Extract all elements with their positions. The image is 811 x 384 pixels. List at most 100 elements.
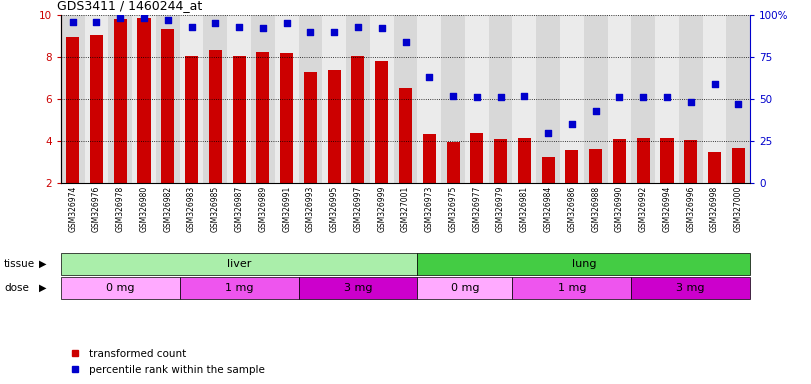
- Bar: [513, 277, 631, 299]
- Bar: [90, 35, 103, 183]
- Bar: [208, 50, 222, 183]
- Bar: [655, 15, 679, 183]
- Text: tissue: tissue: [4, 259, 35, 269]
- Text: 3 mg: 3 mg: [344, 283, 372, 293]
- Bar: [418, 253, 750, 275]
- Point: [138, 15, 151, 22]
- Point: [470, 94, 483, 100]
- Text: 0 mg: 0 mg: [106, 283, 135, 293]
- Text: 1 mg: 1 mg: [558, 283, 586, 293]
- Bar: [423, 134, 436, 183]
- Point: [185, 24, 198, 30]
- Point: [256, 25, 269, 31]
- Point: [423, 74, 436, 80]
- Legend: transformed count, percentile rank within the sample: transformed count, percentile rank withi…: [66, 345, 269, 379]
- Bar: [517, 138, 531, 183]
- Point: [518, 93, 531, 99]
- Bar: [631, 15, 655, 183]
- Bar: [61, 253, 418, 275]
- Bar: [322, 15, 346, 183]
- Point: [328, 29, 341, 35]
- Point: [209, 20, 222, 26]
- Bar: [732, 148, 744, 183]
- Text: GDS3411 / 1460244_at: GDS3411 / 1460244_at: [58, 0, 203, 12]
- Point: [732, 101, 744, 107]
- Bar: [589, 149, 603, 183]
- Bar: [679, 15, 702, 183]
- Bar: [84, 15, 109, 183]
- Bar: [536, 15, 560, 183]
- Text: 0 mg: 0 mg: [451, 283, 479, 293]
- Bar: [441, 15, 465, 183]
- Bar: [494, 139, 507, 183]
- Point: [708, 81, 721, 87]
- Bar: [702, 15, 727, 183]
- Point: [161, 17, 174, 23]
- Point: [494, 94, 507, 100]
- Bar: [375, 61, 388, 183]
- Point: [90, 19, 103, 25]
- Bar: [328, 70, 341, 183]
- Bar: [351, 56, 364, 183]
- Bar: [227, 15, 251, 183]
- Bar: [161, 29, 174, 183]
- Point: [542, 129, 555, 136]
- Bar: [114, 19, 127, 183]
- Bar: [180, 15, 204, 183]
- Bar: [61, 15, 84, 183]
- Text: dose: dose: [4, 283, 29, 293]
- Bar: [132, 15, 156, 183]
- Bar: [708, 152, 721, 183]
- Point: [399, 39, 412, 45]
- Bar: [251, 15, 275, 183]
- Point: [304, 29, 317, 35]
- Point: [351, 24, 364, 30]
- Point: [233, 24, 246, 30]
- Bar: [280, 53, 294, 183]
- Bar: [660, 138, 673, 183]
- Bar: [256, 52, 269, 183]
- Bar: [613, 139, 626, 183]
- Bar: [204, 15, 227, 183]
- Bar: [470, 133, 483, 183]
- Bar: [61, 277, 180, 299]
- Bar: [607, 15, 631, 183]
- Bar: [109, 15, 132, 183]
- Bar: [489, 15, 513, 183]
- Bar: [631, 277, 750, 299]
- Text: 3 mg: 3 mg: [676, 283, 705, 293]
- Bar: [67, 36, 79, 183]
- Bar: [275, 15, 298, 183]
- Text: ▶: ▶: [39, 283, 46, 293]
- Bar: [584, 15, 607, 183]
- Text: liver: liver: [227, 259, 251, 269]
- Bar: [565, 151, 578, 183]
- Bar: [447, 142, 460, 183]
- Bar: [156, 15, 180, 183]
- Bar: [304, 72, 317, 183]
- Bar: [418, 277, 513, 299]
- Point: [660, 94, 673, 100]
- Bar: [233, 56, 246, 183]
- Bar: [684, 140, 697, 183]
- Point: [67, 19, 79, 25]
- Text: lung: lung: [572, 259, 596, 269]
- Bar: [185, 56, 198, 183]
- Bar: [346, 15, 370, 183]
- Point: [613, 94, 626, 100]
- Bar: [399, 88, 412, 183]
- Bar: [138, 18, 151, 183]
- Bar: [542, 157, 555, 183]
- Point: [589, 108, 602, 114]
- Bar: [370, 15, 393, 183]
- Bar: [727, 15, 750, 183]
- Bar: [298, 277, 418, 299]
- Point: [375, 25, 388, 31]
- Text: 1 mg: 1 mg: [225, 283, 253, 293]
- Point: [280, 20, 293, 26]
- Point: [684, 99, 697, 106]
- Bar: [393, 15, 418, 183]
- Bar: [465, 15, 489, 183]
- Bar: [418, 15, 441, 183]
- Bar: [637, 138, 650, 183]
